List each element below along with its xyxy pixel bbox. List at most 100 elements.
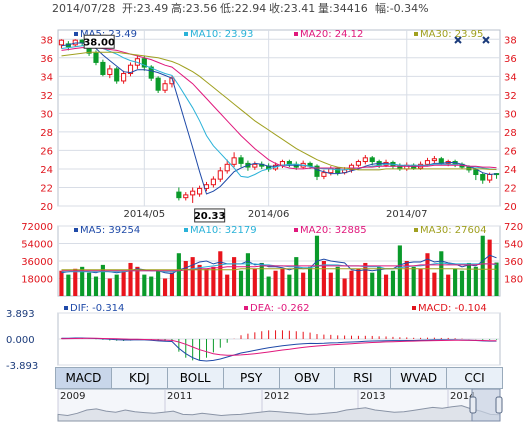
volume-bar — [197, 264, 202, 296]
volume-bar — [156, 270, 161, 296]
tab-kdj[interactable]: KDJ — [112, 368, 168, 388]
volume-bar — [128, 262, 133, 296]
volume-ytick-right: 72000 — [504, 222, 523, 233]
candle-body — [100, 61, 106, 75]
volume-bar — [494, 262, 499, 296]
volume-bar — [232, 257, 237, 296]
ma-legend-label: MA30: 23.95 — [420, 29, 483, 40]
volume-bar — [446, 274, 451, 296]
candle-body — [210, 178, 216, 186]
price-ytick-right: 34 — [504, 72, 517, 83]
price-ytick-right: 26 — [504, 146, 517, 157]
header-change: 幅:-0.34% — [375, 2, 429, 15]
volume-bar — [162, 278, 168, 296]
candle-body — [438, 158, 444, 164]
volume-bar — [169, 272, 175, 296]
price-plot-area — [57, 29, 501, 207]
volume-bar — [183, 261, 188, 296]
navigator-panel: 2009 2011 2012 2013 2014 — [57, 388, 503, 422]
tab-psy[interactable]: PSY — [224, 368, 280, 388]
volume-bar — [425, 253, 430, 296]
volume-ma30-line — [61, 268, 497, 271]
volume-ma20-line — [61, 263, 497, 272]
zoom-out-icon[interactable] — [482, 36, 490, 44]
header-volume: 量:34416 — [318, 2, 368, 15]
tab-macd[interactable]: MACD — [55, 368, 112, 388]
price-ytick-left: 34 — [40, 72, 53, 83]
tab-cci[interactable]: CCI — [447, 368, 503, 388]
ma-legend-swatch — [74, 32, 78, 36]
volume-bar — [335, 266, 340, 296]
volume-bar — [466, 262, 471, 296]
price-ytick-left: 36 — [40, 54, 53, 65]
volume-bar — [377, 266, 382, 296]
header-high: 高:23.56 — [171, 1, 217, 15]
candle-body — [480, 174, 486, 181]
volume-bar — [294, 257, 299, 296]
volume-panel: 18000 18000 36000 36000 54000 54000 72000 72000… — [21, 222, 523, 297]
volume-bar — [204, 268, 209, 296]
price-ytick-left: 26 — [40, 146, 53, 157]
navigator-selection[interactable] — [471, 388, 501, 422]
volume-bar — [59, 270, 64, 296]
macd-ytick-label: 3.893 — [6, 309, 35, 320]
volume-bar — [342, 278, 347, 296]
price-ytick-right: 36 — [504, 54, 517, 65]
volume-bar — [135, 266, 140, 296]
volume-bar — [287, 274, 292, 296]
candle-body — [355, 161, 361, 166]
zoom-in-icon[interactable] — [454, 36, 462, 44]
volume-bar — [218, 251, 223, 296]
header-close: 收:23.41 — [269, 1, 315, 15]
volume-bar — [121, 270, 126, 296]
tab-rsi[interactable]: RSI — [335, 368, 392, 388]
volume-bar — [453, 268, 458, 296]
volume-ytick-left: 54000 — [21, 240, 53, 251]
volume-bar — [439, 251, 444, 296]
tab-boll[interactable]: BOLL — [168, 368, 224, 388]
navigator-right-handle[interactable] — [495, 396, 503, 414]
candle-body — [238, 157, 244, 164]
ma-legend-swatch — [184, 32, 188, 36]
candle-body — [114, 68, 120, 82]
candle-body — [473, 169, 479, 176]
volume-ytick-right: 36000 — [504, 257, 523, 268]
nav-year-label: 2009 — [60, 391, 85, 402]
volume-bar — [411, 266, 416, 296]
volume-ytick-left: 72000 — [21, 222, 53, 233]
macd-legend-label: MACD: -0.104 — [418, 303, 487, 314]
vol-legend-label: MA20: 32885 — [300, 225, 367, 236]
candle-body — [321, 172, 327, 177]
volume-bar — [356, 268, 361, 296]
extreme-price-label: 20.33 — [194, 211, 226, 222]
candle-body — [93, 52, 99, 63]
volume-bar — [66, 274, 71, 296]
candle-body — [224, 163, 230, 172]
macd-legend-swatch — [412, 306, 416, 310]
candle-body — [176, 191, 182, 199]
candle-body — [107, 68, 113, 75]
vol-legend-swatch — [294, 228, 298, 232]
tab-obv[interactable]: OBV — [280, 368, 336, 388]
ma-legend-label: MA5: 23.49 — [80, 29, 137, 40]
volume-bar — [73, 268, 78, 296]
volume-bar — [397, 245, 402, 296]
price-ytick-right: 24 — [504, 165, 517, 176]
candle-body — [431, 158, 437, 162]
macd-dea-line — [61, 337, 497, 356]
volume-bar — [266, 276, 271, 296]
volume-bar — [211, 266, 216, 296]
navigator-left-handle[interactable] — [469, 396, 477, 414]
header-open: 开:23.49 — [122, 2, 168, 15]
price-ytick-right: 20 — [504, 202, 517, 213]
candle-body — [148, 66, 154, 79]
volume-bar — [349, 270, 354, 296]
price-xtick-label: 2014/06 — [248, 209, 290, 220]
price-ytick-right: 38 — [504, 35, 517, 46]
price-ytick-right: 30 — [504, 109, 517, 120]
volume-bar — [301, 272, 306, 296]
ma-legend-swatch — [414, 32, 418, 36]
volume-bar — [280, 268, 285, 296]
extreme-price-label: 38.00 — [83, 37, 115, 48]
tab-wvad[interactable]: WVAD — [391, 368, 448, 388]
